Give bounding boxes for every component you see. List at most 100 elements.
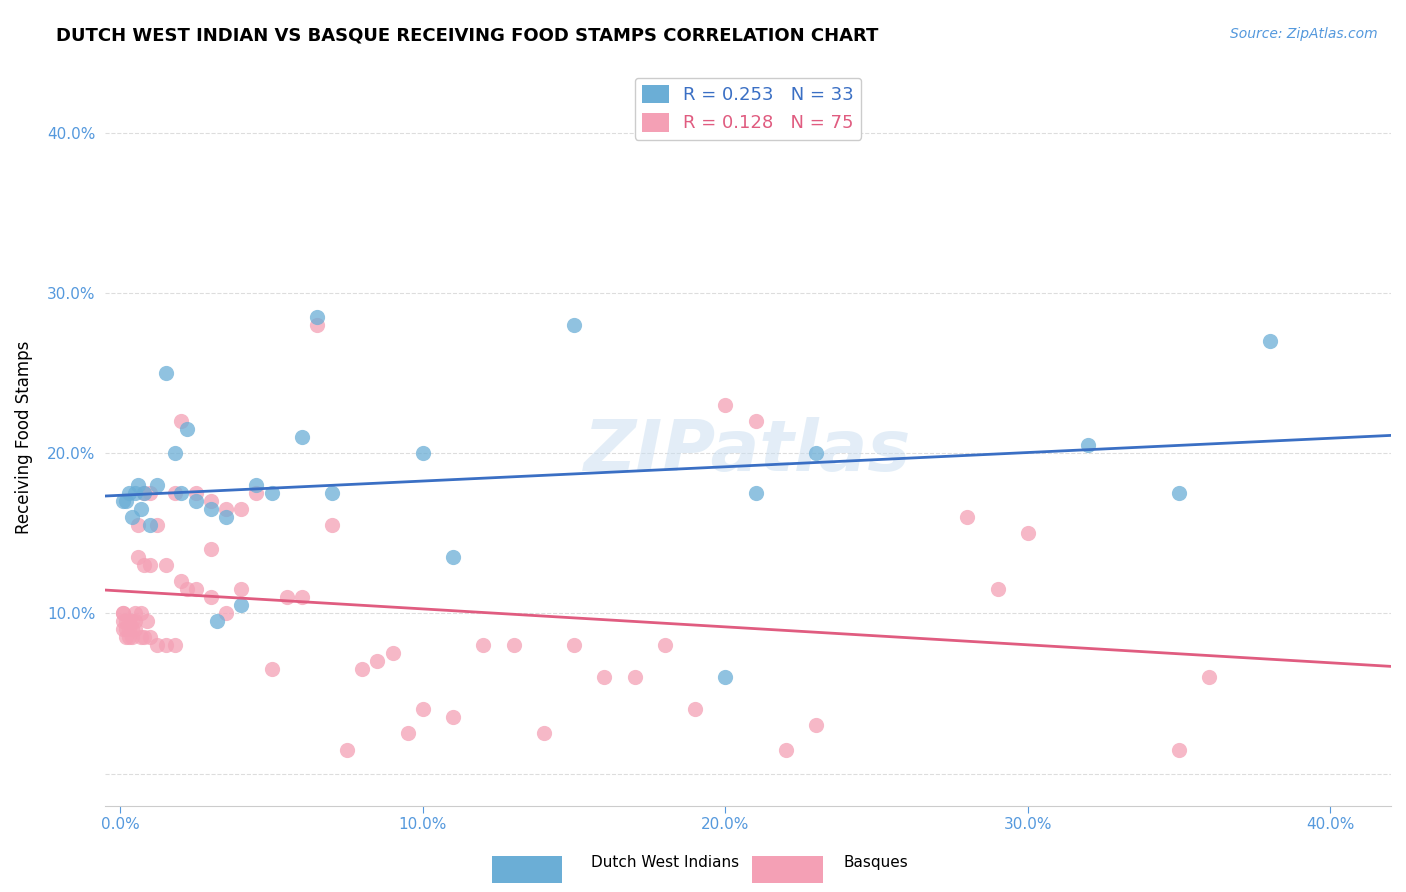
Point	[131, 607, 153, 621]
Point	[502, 638, 524, 652]
Point	[131, 631, 153, 645]
Point	[127, 550, 149, 565]
Point	[139, 631, 162, 645]
Point	[231, 502, 253, 516]
Point	[231, 599, 253, 613]
Point	[412, 702, 434, 716]
Point	[744, 414, 766, 428]
Point	[136, 615, 159, 629]
Point	[127, 518, 149, 533]
Text: Basques: Basques	[844, 855, 908, 870]
Point	[205, 615, 228, 629]
Point	[291, 591, 314, 605]
Point	[654, 638, 676, 652]
Point	[352, 662, 374, 676]
Point	[593, 670, 616, 684]
Point	[124, 607, 146, 621]
Point	[124, 623, 146, 637]
Point	[121, 631, 143, 645]
Point	[381, 646, 404, 660]
Text: Source: ZipAtlas.com: Source: ZipAtlas.com	[1230, 27, 1378, 41]
Point	[366, 654, 388, 668]
Point	[118, 486, 141, 500]
Point	[145, 638, 167, 652]
Point	[1168, 742, 1191, 756]
Point	[215, 510, 238, 524]
Point	[441, 550, 464, 565]
Point	[115, 631, 138, 645]
Point	[112, 615, 135, 629]
Point	[134, 486, 156, 500]
Point	[124, 486, 146, 500]
Point	[956, 510, 979, 524]
Point	[396, 726, 419, 740]
Point	[200, 502, 222, 516]
Point	[1077, 438, 1099, 452]
Legend: R = 0.253   N = 33, R = 0.128   N = 75: R = 0.253 N = 33, R = 0.128 N = 75	[634, 78, 862, 140]
Point	[987, 582, 1010, 597]
Point	[176, 582, 198, 597]
Point	[184, 582, 207, 597]
Point	[184, 494, 207, 508]
Point	[1258, 334, 1281, 348]
Point	[472, 638, 495, 652]
Point	[155, 558, 177, 573]
Point	[775, 742, 797, 756]
Point	[562, 318, 585, 332]
Point	[134, 486, 156, 500]
Point	[115, 494, 138, 508]
Point	[215, 607, 238, 621]
Point	[321, 486, 343, 500]
Point	[441, 710, 464, 724]
Point	[124, 615, 146, 629]
Point	[623, 670, 645, 684]
Point	[121, 510, 143, 524]
Point	[231, 582, 253, 597]
Point	[245, 486, 267, 500]
Point	[170, 574, 193, 589]
Point	[215, 502, 238, 516]
Point	[1017, 526, 1039, 541]
Point	[163, 486, 186, 500]
Point	[170, 486, 193, 500]
Point	[276, 591, 298, 605]
Point	[200, 591, 222, 605]
Point	[131, 502, 153, 516]
Point	[139, 518, 162, 533]
Point	[714, 398, 737, 412]
Point	[683, 702, 706, 716]
Point	[170, 414, 193, 428]
Text: DUTCH WEST INDIAN VS BASQUE RECEIVING FOOD STAMPS CORRELATION CHART: DUTCH WEST INDIAN VS BASQUE RECEIVING FO…	[56, 27, 879, 45]
Point	[134, 558, 156, 573]
Point	[112, 607, 135, 621]
Point	[155, 638, 177, 652]
Point	[1168, 486, 1191, 500]
Point	[260, 486, 283, 500]
Point	[245, 478, 267, 492]
Point	[260, 662, 283, 676]
Point	[412, 446, 434, 460]
Point	[118, 623, 141, 637]
Point	[1198, 670, 1220, 684]
Point	[714, 670, 737, 684]
Point	[336, 742, 359, 756]
Point	[145, 478, 167, 492]
Point	[744, 486, 766, 500]
Text: Dutch West Indians: Dutch West Indians	[591, 855, 738, 870]
Point	[305, 310, 328, 324]
Point	[533, 726, 555, 740]
Point	[804, 446, 827, 460]
Point	[155, 366, 177, 380]
Point	[305, 318, 328, 332]
Text: ZIPatlas: ZIPatlas	[585, 417, 911, 486]
Point	[112, 494, 135, 508]
Point	[184, 486, 207, 500]
Point	[118, 631, 141, 645]
Point	[115, 623, 138, 637]
Point	[804, 718, 827, 732]
Point	[112, 607, 135, 621]
Point	[115, 615, 138, 629]
Point	[127, 478, 149, 492]
Point	[562, 638, 585, 652]
Point	[139, 558, 162, 573]
